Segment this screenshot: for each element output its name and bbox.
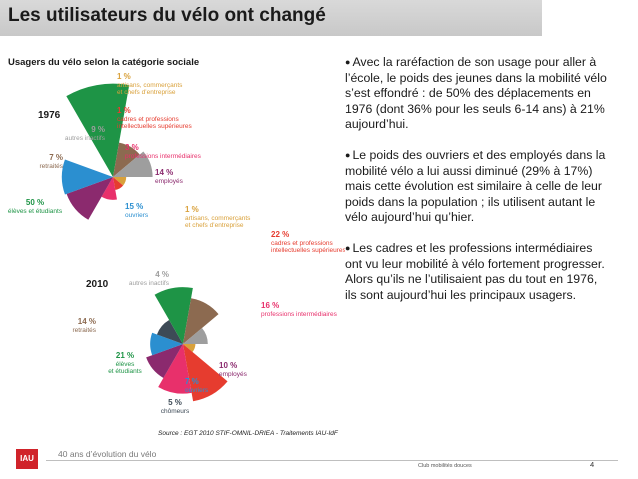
- footer-left: 40 ans d’évolution du vélo: [58, 449, 157, 459]
- chart-source: Source : EGT 2010 STIF-OMNIL-DRIEA - Tra…: [158, 430, 338, 437]
- category-label-1976-7: retraités: [40, 163, 64, 170]
- value-label-1976-4: 15 %: [125, 202, 143, 211]
- rose-wedge-2010-0: [183, 344, 196, 352]
- category-label-2010-6: élèves: [116, 361, 136, 368]
- category-label-2010-2: professions intermédiaires: [261, 311, 338, 318]
- slide-title: Les utilisateurs du vélo ont changé: [8, 5, 326, 26]
- value-label-1976-8: 9 %: [91, 125, 105, 134]
- rose-wedge-1976-7: [113, 142, 140, 177]
- category-label-2010-0: et chefs d’entreprise: [185, 222, 244, 229]
- category-label-1976-3: employés: [155, 178, 184, 185]
- value-label-2010-8: 4 %: [155, 270, 169, 279]
- category-label-1976-0: artisans, commerçants: [117, 82, 183, 89]
- bullet-dot-icon: ●: [345, 242, 351, 253]
- footer-center: Club mobilités douces: [418, 463, 472, 469]
- title-bar: Les utilisateurs du vélo ont changé: [0, 0, 542, 36]
- category-label-1976-4: ouvriers: [125, 212, 149, 219]
- category-label-1976-6: élèves et étudiants: [8, 208, 63, 215]
- value-label-2010-4: 7 %: [185, 377, 199, 386]
- rose-wedge-1976-1: [113, 177, 124, 190]
- rose-wedge-2010-4: [150, 332, 183, 356]
- category-label-2010-3: employés: [219, 371, 248, 378]
- rose-wedge-1976-6: [66, 83, 130, 177]
- rose-wedge-2010-2: [158, 344, 192, 394]
- category-label-2010-7: retraités: [73, 327, 97, 334]
- category-label-2010-0: artisans, commerçants: [185, 215, 251, 222]
- rose-wedge-2010-3: [146, 344, 183, 378]
- bullet-item: ● Les cadres et les professions intermédi…: [345, 240, 605, 302]
- rose-wedge-2010-7: [183, 298, 219, 344]
- year-label-1976: 1976: [38, 110, 61, 121]
- value-label-1976-7: 7 %: [49, 153, 63, 162]
- category-label-2010-4: ouvriers: [185, 387, 209, 394]
- rose-wedge-1976-2: [101, 177, 117, 200]
- rose-wedge-2010-6: [154, 287, 193, 344]
- value-label-2010-7: 14 %: [78, 317, 96, 326]
- bullet-item: ● Le poids des ouvriers et des employés d…: [345, 147, 606, 225]
- value-label-2010-0: 1 %: [185, 205, 199, 214]
- value-label-1976-2: 3 %: [125, 143, 139, 152]
- category-label-2010-8: autres inactifs: [129, 280, 170, 287]
- category-label-1976-1: intellectuelles supérieures: [117, 123, 193, 130]
- page-number: 4: [590, 460, 595, 469]
- category-label-2010-5: chômeurs: [161, 408, 190, 415]
- rose-wedge-2010-1: [183, 344, 228, 402]
- iau-logo: IAU: [16, 449, 38, 469]
- rose-wedge-2010-5: [156, 319, 183, 344]
- bullet-dot-icon: ●: [345, 149, 351, 160]
- bullet-dot-icon: ●: [345, 57, 351, 67]
- bullet-list: ● Avec la raréfaction de son usage pour a…: [345, 55, 607, 318]
- value-label-2010-5: 5 %: [168, 398, 182, 407]
- category-label-2010-1: intellectuelles supérieures: [271, 247, 345, 254]
- chart-title: Usagers du vélo selon la catégorie socia…: [8, 57, 200, 68]
- category-label-1976-0: et chefs d’entreprise: [117, 89, 176, 96]
- footer-divider: [46, 460, 618, 461]
- value-label-1976-0: 1 %: [117, 72, 131, 81]
- bullet-item: ● Avec la raréfaction de son usage pour a…: [345, 55, 607, 132]
- value-label-2010-3: 10 %: [219, 361, 237, 370]
- category-label-1976-8: autres inactifs: [65, 135, 106, 142]
- value-label-2010-2: 16 %: [261, 301, 279, 310]
- category-label-2010-1: cadres et professions: [271, 240, 334, 247]
- category-label-2010-6: et étudiants: [108, 368, 142, 375]
- rose-wedge-1976-0: [113, 177, 127, 186]
- rose-wedge-1976-4: [61, 159, 113, 195]
- year-label-2010: 2010: [86, 279, 109, 290]
- rose-wedge-1976-3: [66, 177, 113, 220]
- value-label-1976-6: 50 %: [26, 198, 44, 207]
- rose-wedge-2010-8: [183, 328, 208, 344]
- category-label-1976-1: cadres et professions: [117, 116, 180, 123]
- rose-wedge-1976-8: [113, 151, 153, 177]
- value-label-2010-6: 21 %: [116, 351, 134, 360]
- category-label-1976-2: professions intermédiaires: [125, 153, 202, 160]
- value-label-1976-1: 1 %: [117, 106, 131, 115]
- value-label-1976-3: 14 %: [155, 168, 173, 177]
- value-label-2010-1: 22 %: [271, 230, 289, 239]
